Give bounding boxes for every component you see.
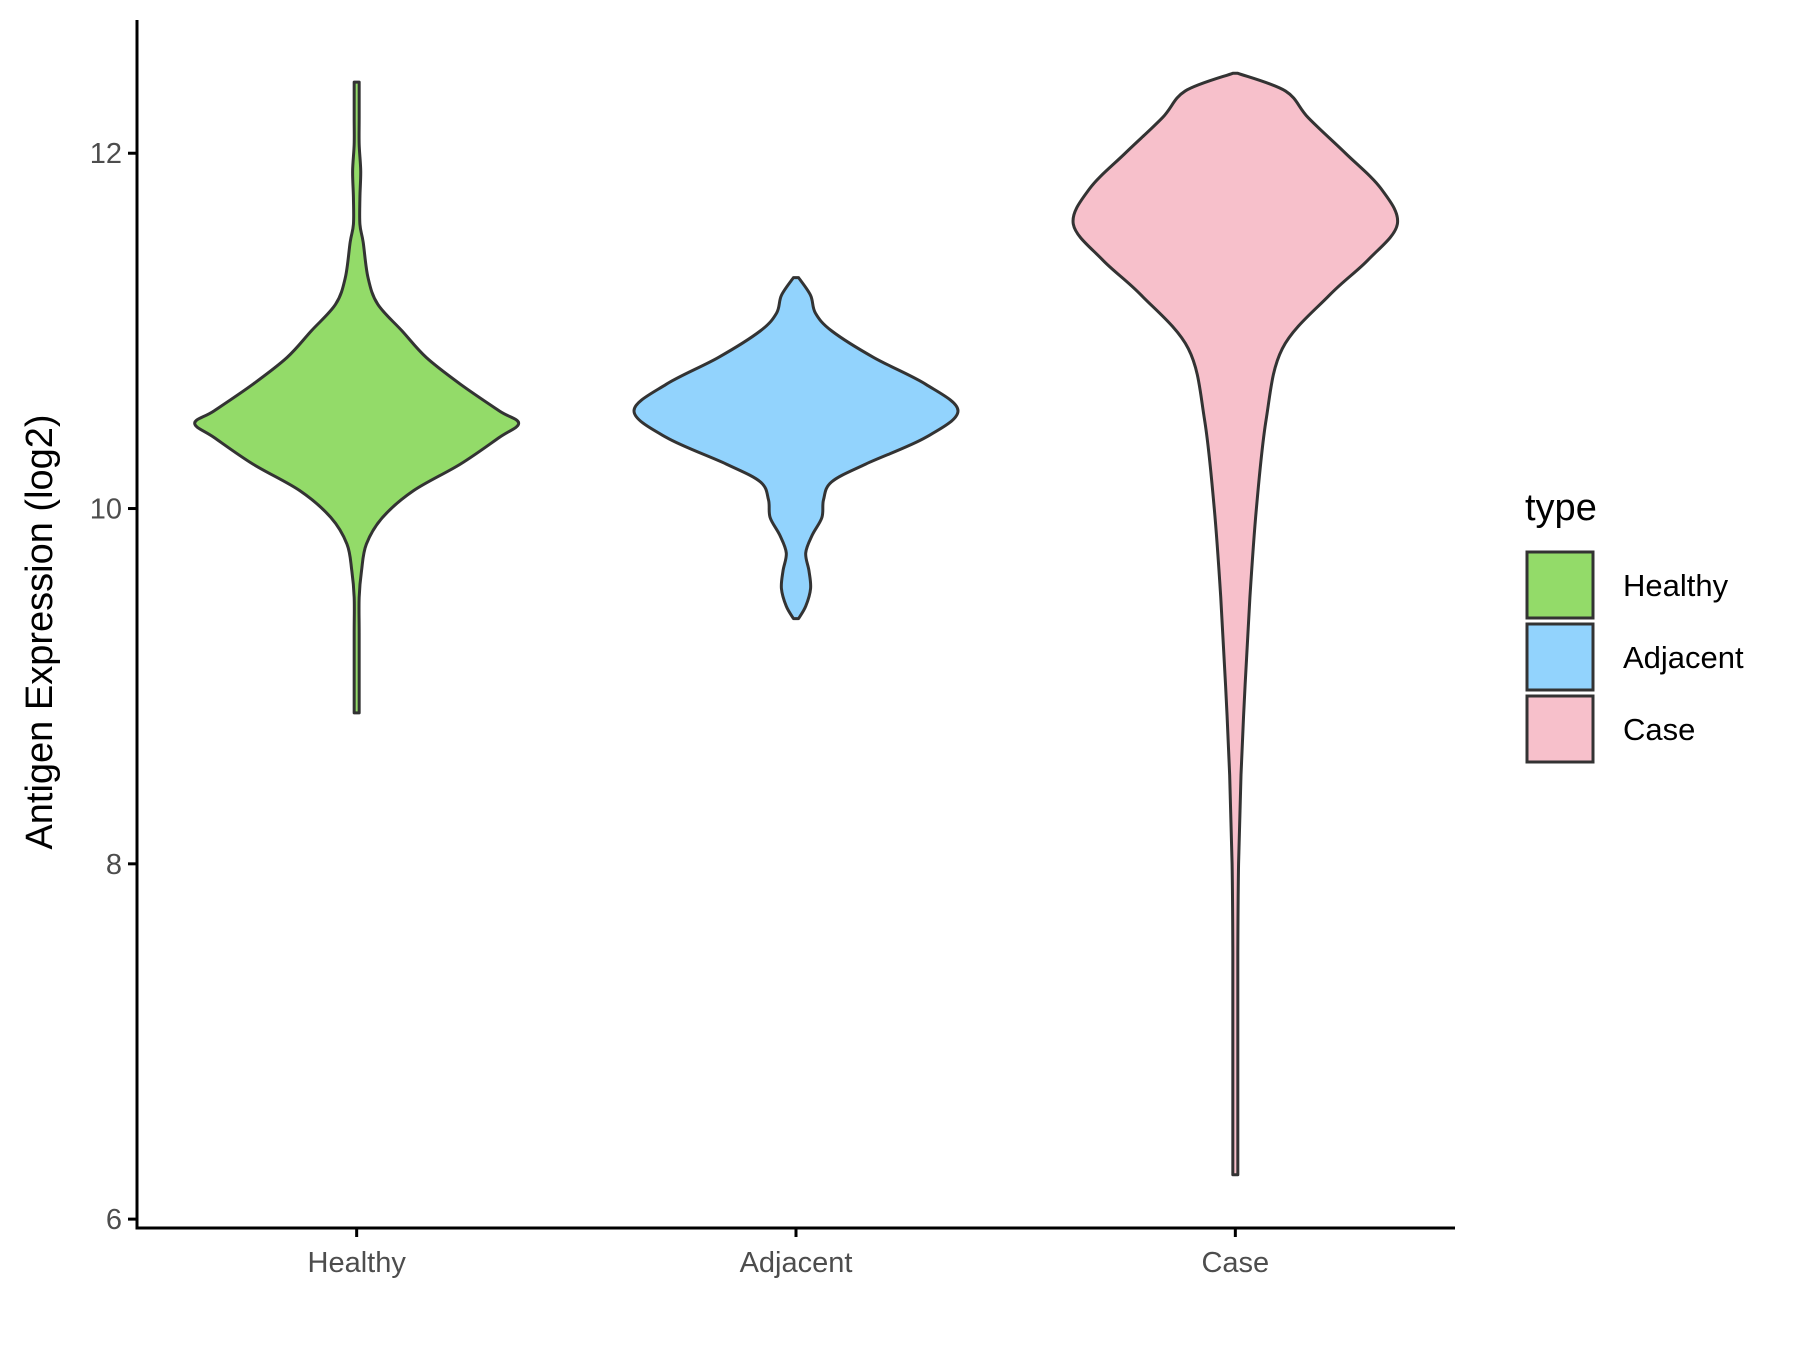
legend-key-case [1525, 694, 1595, 764]
legend-key-adjacent [1525, 622, 1595, 692]
x-tick-label: Adjacent [740, 1247, 853, 1279]
y-tick-label: 6 [106, 1204, 122, 1236]
legend-label-adjacent: Adjacent [1623, 640, 1744, 675]
legend: type Healthy Adjacent Case [1525, 487, 1744, 764]
legend-label-healthy: Healthy [1623, 568, 1729, 603]
x-axis-ticks: Healthy Adjacent Case [308, 1228, 1269, 1279]
violin-healthy [193, 80, 521, 715]
y-tick-label: 8 [106, 849, 122, 881]
violin-case [1071, 71, 1400, 1177]
y-tick-label: 10 [90, 494, 122, 526]
y-axis-ticks: 6 8 10 12 [90, 138, 137, 1236]
x-tick-label: Case [1201, 1247, 1269, 1279]
y-tick-label: 12 [90, 138, 122, 170]
x-tick-label: Healthy [308, 1247, 407, 1279]
violins-layer [193, 71, 1400, 1177]
legend-key-healthy [1525, 550, 1595, 620]
violin-adjacent [632, 276, 960, 621]
legend-label-case: Case [1623, 712, 1695, 747]
y-axis-title: Antigen Expression (log2) [19, 414, 61, 849]
legend-title: type [1525, 487, 1597, 529]
